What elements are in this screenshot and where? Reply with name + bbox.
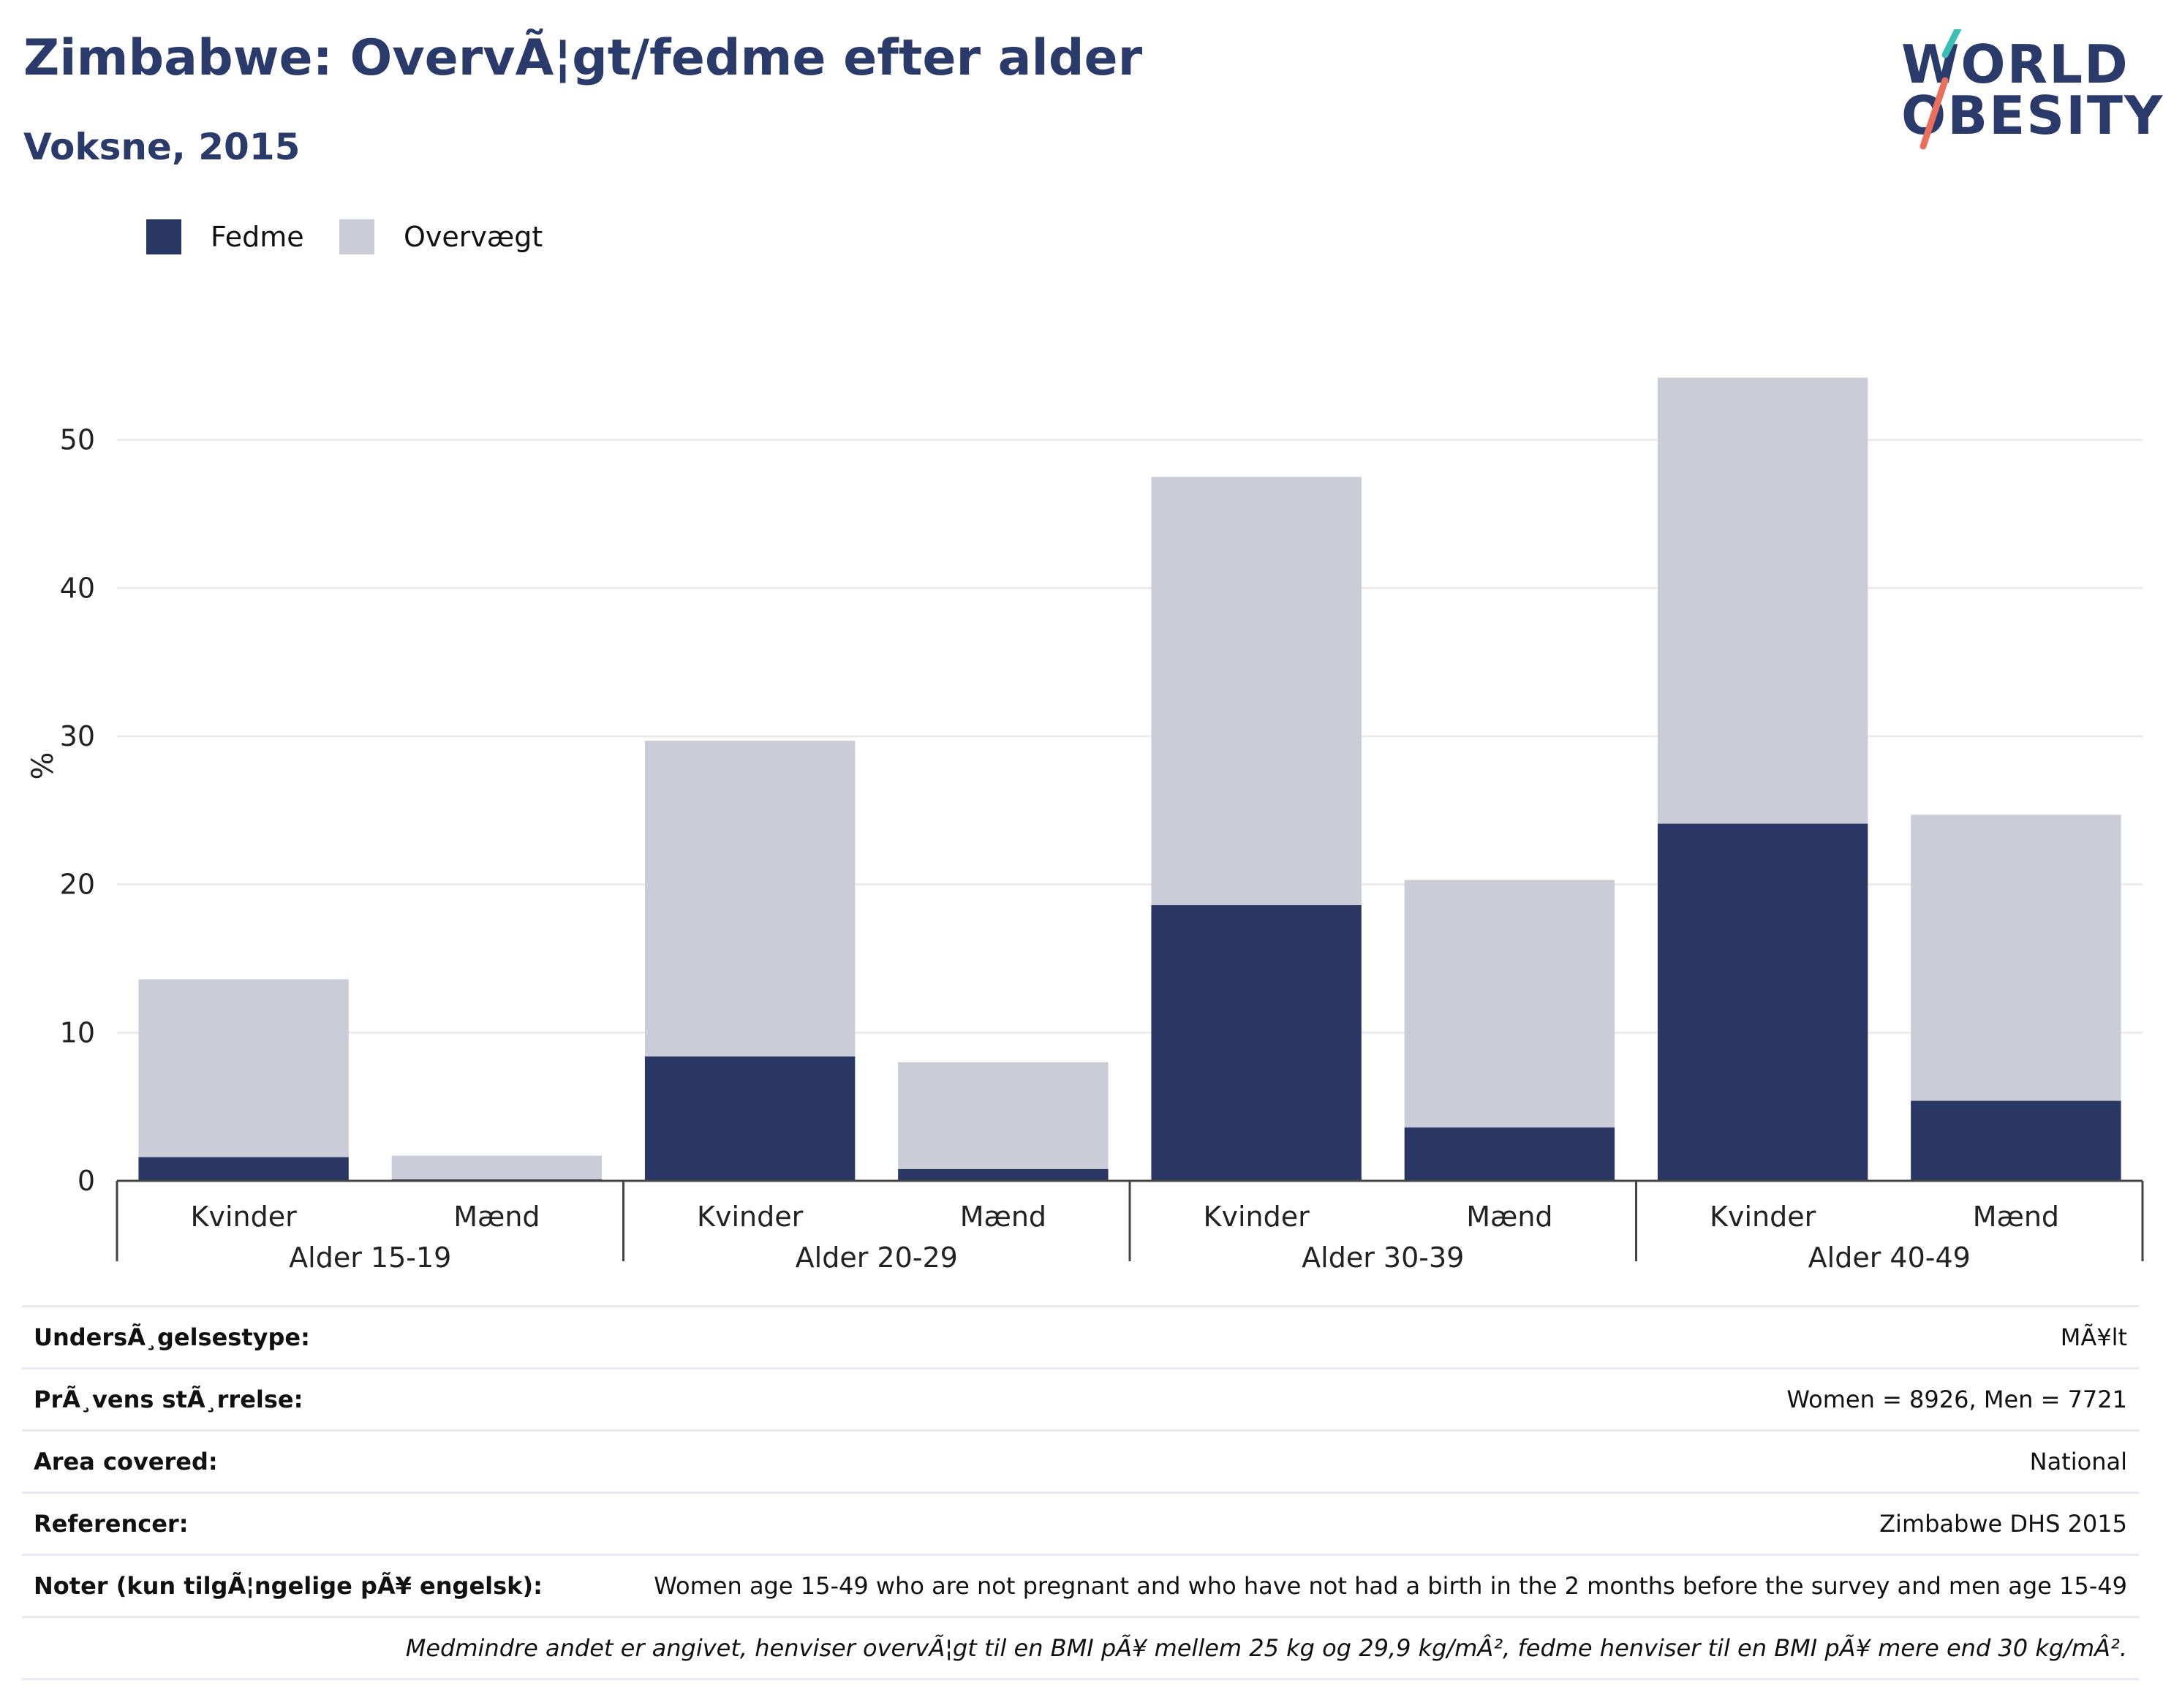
info-value: Women = 8926, Men = 7721 [1786, 1386, 2127, 1413]
bar-fedme [1911, 1100, 2121, 1181]
x-group-label: Alder 30-39 [1302, 1242, 1464, 1274]
x-group-label: Alder 15-19 [289, 1242, 451, 1274]
info-row-sample-size: PrÃ¸vens stÃ¸rrelse: Women = 8926, Men =… [22, 1367, 2139, 1429]
x-category-label: Kvinder [1204, 1201, 1310, 1233]
info-row-notes: Noter (kun tilgÃ¦ngelige pÃ¥ engelsk): W… [22, 1554, 2139, 1616]
legend-swatch-fedme [146, 219, 181, 254]
info-label: Area covered: [34, 1448, 218, 1475]
y-axis-label: % [26, 752, 60, 779]
x-category-label: Mænd [453, 1201, 540, 1233]
bar-fedme [1404, 1127, 1615, 1181]
y-tick-label: 0 [78, 1165, 95, 1197]
info-value: Women age 15-49 who are not pregnant and… [654, 1572, 2127, 1600]
info-table: UndersÃ¸gelsestype: MÃ¥lt PrÃ¸vens stÃ¸r… [22, 1305, 2139, 1680]
stacked-bar-chart: 0 10 20 30 40 50% Kvinder Mænd Kvinder Mænd Kvinde… [26, 377, 2144, 1274]
y-tick-label: 20 [60, 869, 95, 901]
bar-overvaegt [1911, 815, 2121, 1101]
bar-overvaegt [1404, 880, 1615, 1128]
world-obesity-logo: WORLD OBESITY [1901, 29, 2162, 154]
bar-fedme [1657, 823, 1868, 1181]
info-label: Noter (kun tilgÃ¦ngelige pÃ¥ engelsk): [34, 1572, 543, 1600]
x-category-label: Kvinder [1710, 1201, 1816, 1233]
info-value: Zimbabwe DHS 2015 [1879, 1510, 2127, 1538]
y-tick-label: 50 [60, 424, 95, 456]
info-row-references: Referencer: Zimbabwe DHS 2015 [22, 1492, 2139, 1554]
info-value: National [2029, 1448, 2127, 1475]
x-category-label: Mænd [1973, 1201, 2059, 1233]
x-category-label: Mænd [1466, 1201, 1552, 1233]
info-label: Referencer: [34, 1510, 189, 1538]
logo-text-world: WORLD [1901, 34, 2129, 95]
logo-slash-icon [1919, 29, 1962, 150]
bar-fedme [644, 1056, 856, 1181]
bmi-definition-note: Medmindre andet er angivet, henviser ove… [22, 1616, 2139, 1680]
info-label: UndersÃ¸gelsestype: [34, 1323, 310, 1351]
bmi-note-text: Medmindre andet er angivet, henviser ove… [405, 1634, 2127, 1662]
info-row-area-covered: Area covered: National [22, 1429, 2139, 1492]
info-value: MÃ¥lt [2060, 1323, 2127, 1351]
legend-swatch-overvaegt [339, 219, 374, 254]
bar-overvaegt [1657, 377, 1868, 824]
y-tick-label: 30 [60, 720, 95, 752]
info-row-survey-type: UndersÃ¸gelsestype: MÃ¥lt [22, 1305, 2139, 1367]
chart-title: Zimbabwe: OvervÃ¦gt/fedme efter alder [23, 29, 1143, 87]
x-group-label: Alder 20-29 [796, 1242, 958, 1274]
bar-overvaegt [391, 1155, 603, 1179]
y-tick-label: 10 [60, 1016, 95, 1048]
legend-label-fedme: Fedme [211, 221, 304, 253]
bar-overvaegt [644, 741, 856, 1057]
bar-fedme [1151, 905, 1362, 1181]
bar-overvaegt [1151, 477, 1362, 906]
info-label: PrÃ¸vens stÃ¸rrelse: [34, 1386, 303, 1413]
y-tick-label: 40 [60, 572, 95, 604]
bar-overvaegt [138, 979, 349, 1157]
x-group-label: Alder 40-49 [1808, 1242, 1971, 1274]
bar-fedme [138, 1157, 349, 1181]
x-category-label: Kvinder [697, 1201, 804, 1233]
bar-overvaegt [898, 1062, 1109, 1169]
logo-text-obesity: OBESITY [1901, 85, 2163, 146]
bar-fedme [898, 1168, 1109, 1181]
legend-label-overvaegt: Overvægt [404, 221, 543, 253]
x-category-label: Kvinder [191, 1201, 298, 1233]
x-category-label: Mænd [960, 1201, 1046, 1233]
chart-subtitle: Voksne, 2015 [23, 126, 301, 168]
